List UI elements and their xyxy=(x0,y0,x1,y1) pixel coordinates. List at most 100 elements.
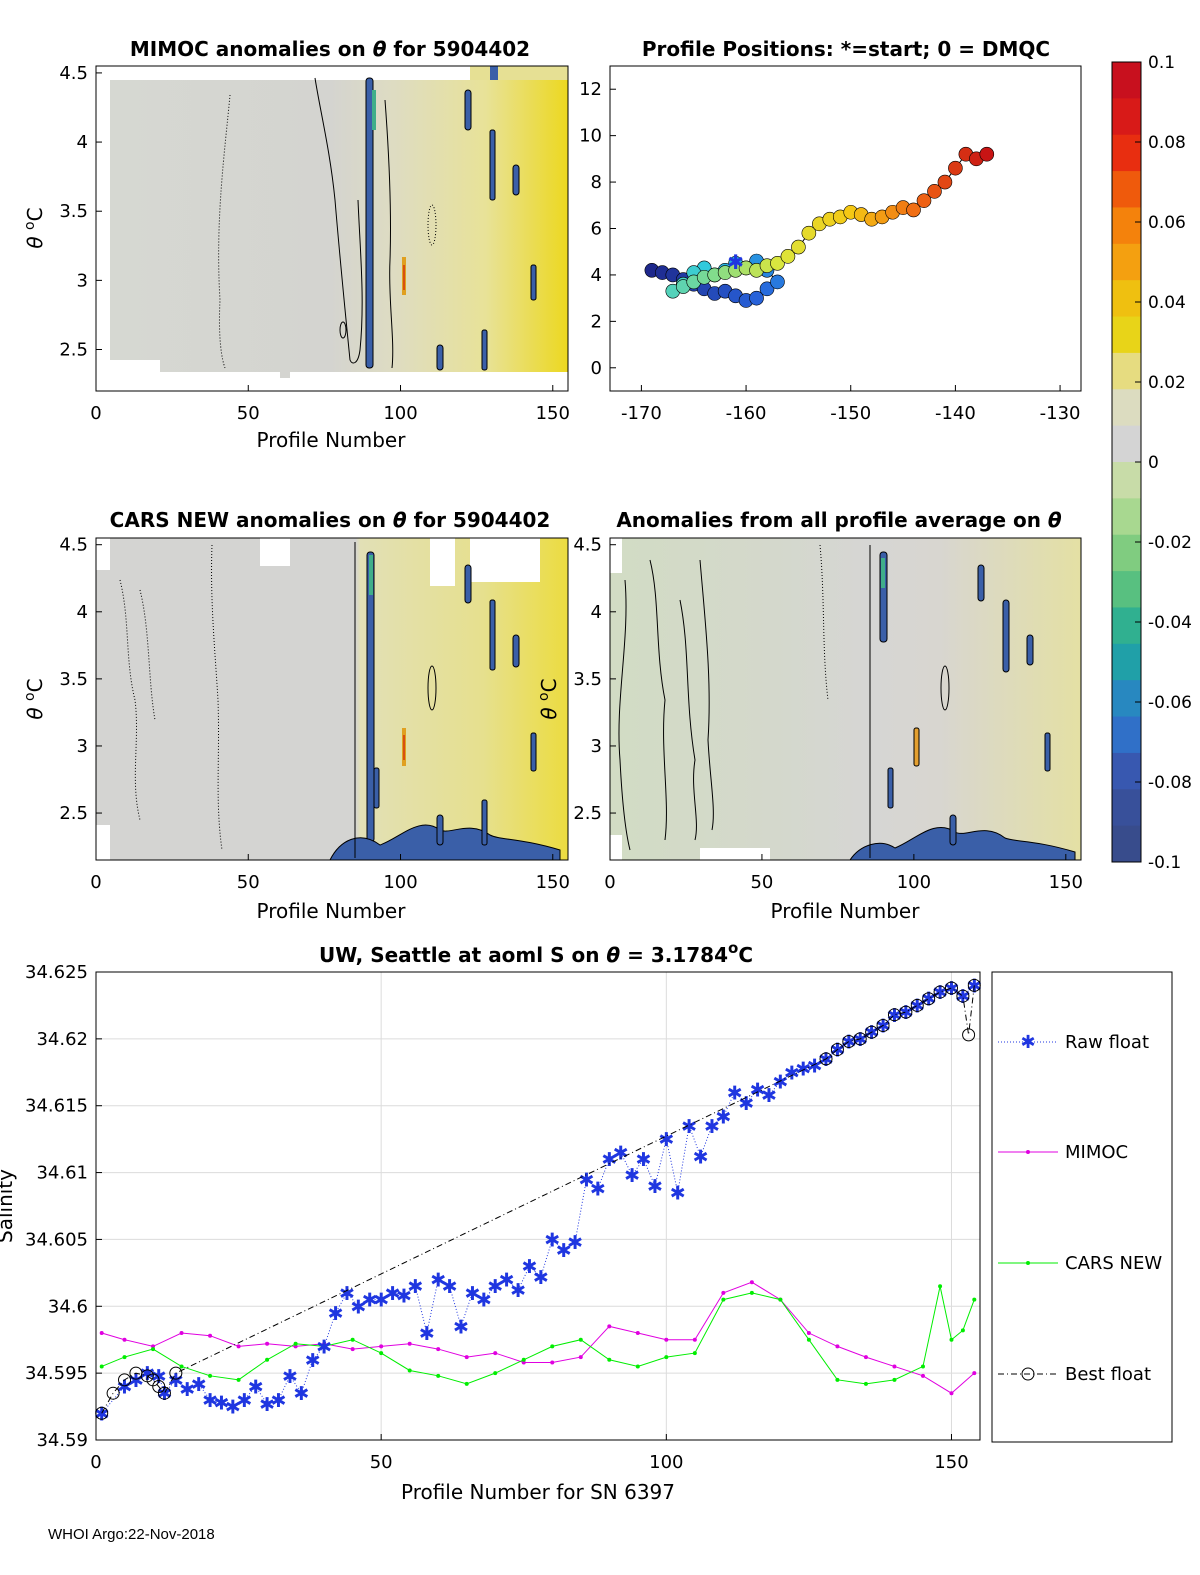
colorbar-band xyxy=(1112,789,1141,827)
data-point xyxy=(853,1032,867,1046)
data-point xyxy=(949,1337,954,1342)
legend-label-mimoc: MIMOC xyxy=(1065,1142,1128,1163)
profile-marker xyxy=(770,274,785,290)
data-point: ✱ xyxy=(305,1350,321,1372)
data-point: ✱ xyxy=(590,1179,606,1201)
data-point xyxy=(876,1018,890,1032)
data-point: ✱ xyxy=(761,1085,777,1107)
x-tick-label: 100 xyxy=(383,403,417,424)
colorbar-tick-label: 0.04 xyxy=(1148,293,1186,313)
x-tick-label: -130 xyxy=(1040,403,1081,424)
data-point xyxy=(938,1284,943,1289)
data-point xyxy=(944,981,958,995)
average-y-ticks: 2.5 3 3.5 4 4.5 xyxy=(573,535,616,824)
data-point xyxy=(819,1052,833,1066)
average-title: Anomalies from all profile average on θ xyxy=(616,508,1062,532)
cars-anomaly-streaks xyxy=(329,551,561,861)
data-point: ✱ xyxy=(521,1256,537,1278)
colorbar-tick-label: -0.04 xyxy=(1148,613,1192,633)
cars-xlabel: Profile Number xyxy=(257,899,407,923)
x-tick-label: -170 xyxy=(621,403,662,424)
data-point: ✱ xyxy=(738,1093,754,1115)
profile-marker xyxy=(791,239,806,255)
data-point: ✱ xyxy=(476,1290,492,1312)
data-point: ✱ xyxy=(499,1270,515,1292)
data-point xyxy=(607,1357,612,1362)
data-point: ✱ xyxy=(670,1183,686,1205)
data-point xyxy=(179,1364,184,1369)
colorbar-band xyxy=(1112,425,1141,463)
data-point: ✱ xyxy=(442,1276,458,1298)
cars-panel: CARS NEW anomalies on θ for 5904402 xyxy=(22,508,570,923)
colorbar-ticks: 0.1 0.08 0.06 0.04 0.02 0 -0.02 -0.04 -0.06 -0.08… xyxy=(1135,53,1192,873)
y-tick-label: 34.615 xyxy=(25,1096,88,1117)
y-tick-label: 4.5 xyxy=(573,535,602,556)
data-point xyxy=(749,1290,754,1295)
data-point xyxy=(550,1360,555,1365)
profile-marker xyxy=(937,174,953,190)
data-point xyxy=(721,1297,726,1302)
colorbar-band xyxy=(1112,316,1141,354)
colorbar-band xyxy=(1112,607,1141,645)
data-point: ✱ xyxy=(191,1374,207,1396)
x-tick-label: 150 xyxy=(536,872,570,893)
data-point xyxy=(464,1355,469,1360)
data-point xyxy=(208,1333,213,1338)
data-point xyxy=(293,1341,298,1346)
mimoc-contours xyxy=(218,77,437,369)
y-tick-label: 34.625 xyxy=(25,962,88,983)
data-point xyxy=(118,1373,132,1387)
y-tick-label: 34.595 xyxy=(25,1363,88,1384)
salinity-x-ticks: 0 50 100 150 xyxy=(90,1434,969,1473)
y-tick-label: 10 xyxy=(579,126,602,147)
data-point: ✱ xyxy=(259,1394,275,1416)
data-point: ✱ xyxy=(795,1058,811,1080)
average-anomaly-streaks xyxy=(849,551,1076,861)
y-tick-label: 2.5 xyxy=(573,803,602,824)
data-point xyxy=(464,1381,469,1386)
data-point: ✱ xyxy=(271,1390,287,1412)
data-point xyxy=(956,989,970,1003)
data-point: ✱ xyxy=(168,1370,184,1392)
data-point xyxy=(151,1347,156,1352)
cars-contours xyxy=(119,542,437,858)
salinity-title: UW, Seattle at aoml S on θ = 3.1784oC xyxy=(319,939,753,967)
x-tick-label: 50 xyxy=(370,1452,393,1473)
data-point xyxy=(899,1005,913,1019)
data-point xyxy=(407,1368,412,1373)
data-point xyxy=(972,1371,977,1376)
data-point: ✱ xyxy=(128,1370,144,1392)
data-point: ✱ xyxy=(464,1283,480,1305)
data-point xyxy=(960,1328,965,1333)
y-tick-label: 4.5 xyxy=(59,63,88,84)
data-point xyxy=(664,1355,669,1360)
positions-title: Profile Positions: *=start; 0 = DMQC xyxy=(642,37,1050,61)
data-point: ✱ xyxy=(293,1383,309,1405)
y-tick-label: 3 xyxy=(591,736,602,757)
x-tick-label: 150 xyxy=(1049,872,1083,893)
colorbar-tick-label: -0.06 xyxy=(1148,693,1192,713)
data-point xyxy=(892,1364,897,1369)
data-point xyxy=(265,1357,270,1362)
data-point: ✱ xyxy=(117,1377,133,1399)
average-panel: Anomalies from all profile average on θ xyxy=(536,508,1083,923)
data-point: ✱ xyxy=(533,1267,549,1289)
data-point xyxy=(920,1373,925,1378)
average-contours xyxy=(618,544,950,858)
y-tick-label: 4.5 xyxy=(59,535,88,556)
start-marker: ✱ xyxy=(727,250,744,274)
data-point xyxy=(962,1028,976,1042)
y-tick-label: 3.5 xyxy=(59,669,88,690)
data-point xyxy=(493,1371,498,1376)
colorbar-band xyxy=(1112,98,1141,136)
colorbar-band xyxy=(1112,498,1141,536)
series-mimoc xyxy=(99,1280,977,1396)
legend-label-best-float: Best float xyxy=(1065,1364,1151,1385)
cars-title: CARS NEW anomalies on θ for 5904402 xyxy=(110,508,551,532)
data-point xyxy=(607,1324,612,1329)
mimoc-xlabel: Profile Number xyxy=(257,428,407,452)
colorbar-band xyxy=(1112,752,1141,790)
colorbar-band xyxy=(1112,280,1141,318)
mimoc-panel: MIMOC anomalies on θ for 5904402 xyxy=(22,37,570,452)
